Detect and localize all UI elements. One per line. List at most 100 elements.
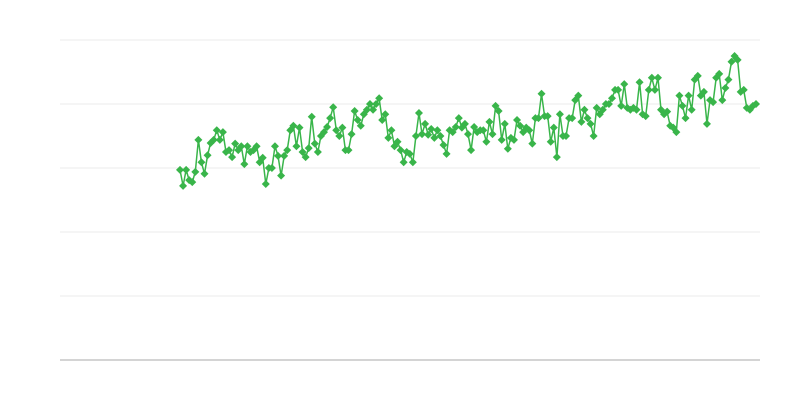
gridlines <box>60 39 760 297</box>
data-point <box>421 119 430 128</box>
data-point <box>295 123 304 132</box>
data-point <box>277 171 286 180</box>
data-point <box>326 114 335 123</box>
data-point <box>681 114 690 123</box>
data-point <box>332 126 341 135</box>
data-point <box>267 164 276 172</box>
data-point <box>608 94 616 103</box>
data-point <box>513 116 522 124</box>
data-point <box>562 132 571 140</box>
data-point <box>464 130 472 139</box>
data-point <box>488 130 497 139</box>
data-point <box>240 160 249 169</box>
data-point <box>310 139 319 148</box>
data-point <box>568 114 577 123</box>
data-point <box>552 153 561 162</box>
data-point <box>411 132 420 140</box>
data-point <box>378 116 387 124</box>
data-point <box>283 146 292 155</box>
data-point <box>641 112 650 121</box>
data-point <box>503 144 512 153</box>
data-point <box>632 105 641 114</box>
data-point <box>375 94 384 103</box>
data-point <box>292 142 301 151</box>
data-point <box>715 69 724 78</box>
data-point <box>727 57 736 66</box>
data-point <box>231 139 240 148</box>
data-point <box>589 132 598 140</box>
data-point <box>442 149 451 158</box>
data-point <box>365 100 374 108</box>
data-point <box>356 121 365 130</box>
data-point <box>684 91 693 100</box>
data-point <box>258 153 267 162</box>
data-point <box>225 146 234 155</box>
data-point <box>675 91 684 100</box>
data-point <box>384 133 393 142</box>
data-point <box>408 158 417 167</box>
data-point <box>491 101 500 110</box>
data-point <box>653 73 662 82</box>
data-point <box>467 146 476 155</box>
data-point <box>307 112 316 121</box>
data-point <box>427 124 436 133</box>
data-point <box>436 132 445 140</box>
data-point <box>699 87 708 96</box>
data-point <box>304 144 313 153</box>
data-point <box>479 126 488 135</box>
data-point <box>583 114 592 123</box>
data-point <box>387 126 396 135</box>
data-point <box>179 181 188 190</box>
data-point <box>274 151 283 160</box>
data-point <box>647 73 656 82</box>
data-point <box>280 151 289 160</box>
data-point <box>709 98 718 107</box>
data-point <box>497 135 506 144</box>
data-point <box>197 158 206 167</box>
data-point <box>516 121 525 130</box>
data-point <box>405 149 414 158</box>
data-point <box>381 110 390 119</box>
data-point <box>270 142 279 151</box>
data-point <box>598 105 607 114</box>
data-point <box>252 142 261 151</box>
data-point <box>243 142 252 151</box>
data-point <box>592 103 601 112</box>
data-point <box>555 110 564 119</box>
data-point <box>546 137 555 146</box>
data-point <box>393 137 402 146</box>
data-point <box>663 107 672 116</box>
data-point <box>586 119 595 128</box>
data-point <box>718 96 727 105</box>
data-point <box>482 137 491 146</box>
data-point <box>188 178 197 187</box>
data-point <box>525 126 534 135</box>
data-point <box>724 75 733 84</box>
data-point <box>372 100 381 108</box>
data-point <box>430 133 439 142</box>
series-markers <box>176 52 760 190</box>
data-point <box>509 135 518 144</box>
data-point <box>350 107 359 116</box>
data-point <box>414 108 423 117</box>
data-point <box>362 105 371 114</box>
data-point <box>261 180 270 188</box>
data-point <box>212 126 221 135</box>
data-point <box>460 119 469 128</box>
data-point <box>176 165 184 174</box>
data-point <box>301 153 310 162</box>
series-line <box>179 54 757 187</box>
data-point <box>693 71 702 80</box>
data-point <box>614 85 623 94</box>
data-point <box>228 153 237 162</box>
data-point <box>203 151 212 160</box>
data-point <box>494 107 503 116</box>
data-point <box>604 100 613 108</box>
data-point <box>191 167 200 176</box>
data-point <box>485 117 494 126</box>
data-point <box>323 123 332 132</box>
data-point <box>454 114 463 123</box>
data-point <box>451 123 460 132</box>
data-point <box>650 85 659 94</box>
